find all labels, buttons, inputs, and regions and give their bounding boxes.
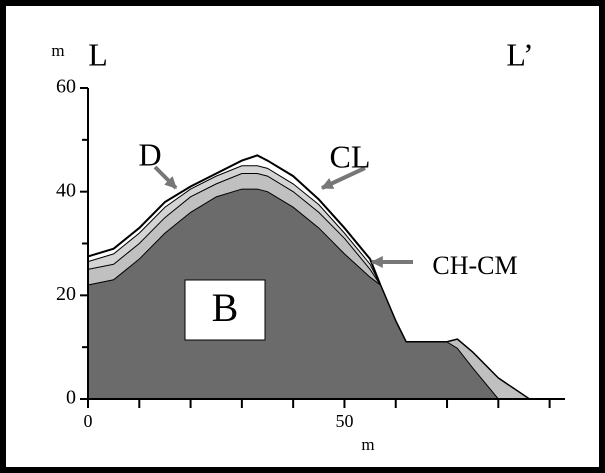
arrow [320,166,366,190]
right-label: L’ [506,36,533,72]
layer-label: D [138,136,161,172]
label-box [184,279,266,341]
y-unit: m [51,41,64,60]
y-tick-label: 20 [56,283,76,305]
left-label: L [88,36,108,72]
y-tick-label: 40 [56,179,76,201]
layer-label: CL [330,138,371,174]
x-tick-label: 0 [84,411,93,431]
layer-label: B [212,285,239,330]
layer-label: CH-CM [432,251,517,280]
y-tick-label: 60 [56,76,76,98]
y-tick-label: 0 [66,387,76,409]
arrow [153,165,178,190]
x-tick-label: 50 [335,411,353,431]
x-unit: m [361,435,374,454]
